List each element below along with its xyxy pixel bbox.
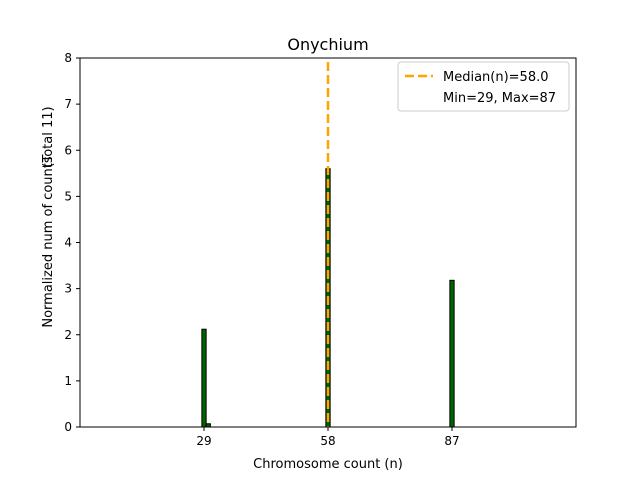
y-tick-label-1: 1 bbox=[64, 374, 72, 388]
x-axis-label: Chromosome count (n) bbox=[253, 457, 403, 472]
legend-minmax-label: Min=29, Max=87 bbox=[443, 91, 556, 106]
legend-box bbox=[397, 61, 570, 112]
y-tick-label-3: 3 bbox=[64, 282, 72, 296]
y-tick-label-6: 6 bbox=[64, 143, 72, 157]
legend-median-label: Median(n)=58.0 bbox=[443, 70, 549, 85]
y-axis-label: Normalized num of counts bbox=[41, 156, 56, 327]
y-tick-label-7: 7 bbox=[64, 97, 72, 111]
y-tick-label-4: 4 bbox=[64, 236, 72, 250]
y-tick-label-5: 5 bbox=[64, 189, 72, 203]
y-tick-label-0: 0 bbox=[64, 420, 72, 434]
x-tick-label-87: 87 bbox=[444, 434, 459, 448]
bar-87 bbox=[449, 279, 455, 428]
legend: Median(n)=58.0 Min=29, Max=87 bbox=[397, 61, 570, 112]
x-tick-label-29: 29 bbox=[196, 434, 211, 448]
y-tick-label-8: 8 bbox=[64, 51, 72, 65]
chart-title: Onychium bbox=[287, 35, 368, 54]
bar-29 bbox=[201, 328, 207, 428]
x-tick-label-58: 58 bbox=[320, 434, 335, 448]
y-axis-total-label: (Total 11) bbox=[41, 106, 56, 167]
y-tick-label-2: 2 bbox=[64, 328, 72, 342]
